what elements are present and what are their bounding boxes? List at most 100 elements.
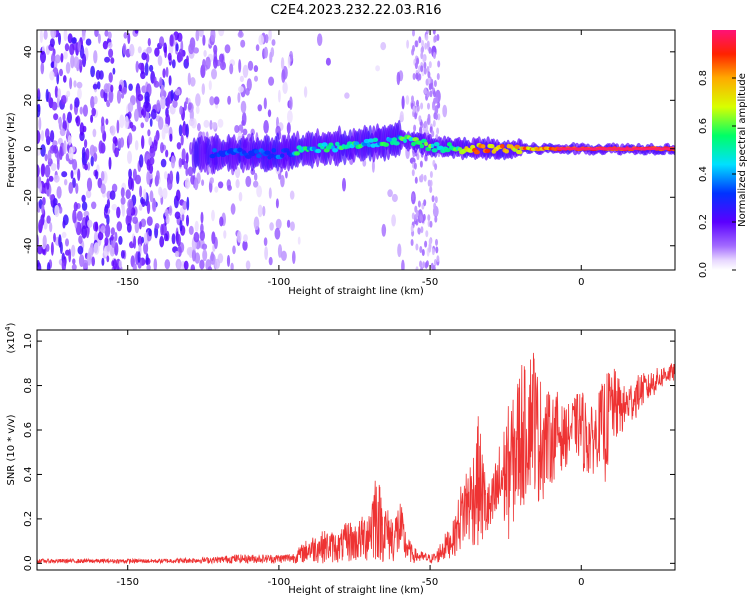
noise-blob	[104, 237, 109, 246]
noise-blob	[432, 265, 436, 270]
noise-blob	[415, 243, 419, 251]
noise-blob	[263, 46, 268, 59]
noise-blob	[267, 109, 272, 118]
noise-blob	[107, 42, 113, 49]
noise-blob	[191, 248, 197, 262]
noise-blob	[56, 186, 62, 199]
noise-blob	[61, 171, 68, 178]
noise-blob	[211, 209, 215, 222]
noise-blob	[211, 232, 215, 243]
x-tick-label: -100	[268, 577, 291, 588]
noise-blob	[163, 42, 168, 53]
noise-blob	[40, 130, 45, 142]
ridge-core	[393, 141, 400, 146]
noise-blob	[255, 44, 260, 52]
noise-blob	[436, 73, 440, 80]
noise-blob	[60, 53, 64, 63]
noise-blob	[43, 220, 48, 230]
noise-blob	[195, 93, 201, 107]
noise-blob	[277, 244, 283, 258]
noise-blob	[245, 260, 251, 270]
noise-blob	[140, 122, 145, 129]
noise-blob	[437, 113, 441, 121]
noise-blob	[82, 259, 89, 269]
noise-blob	[95, 169, 99, 180]
noise-blob	[37, 262, 42, 270]
noise-blob	[172, 99, 178, 109]
noise-blob	[219, 216, 224, 227]
noise-blob	[93, 50, 98, 64]
noise-blob	[193, 47, 200, 54]
noise-blob	[219, 53, 224, 63]
snr-x-label: Height of straight line (km)	[288, 585, 424, 596]
noise-blob	[160, 223, 164, 236]
noise-blob	[128, 132, 133, 145]
ridge-core	[332, 148, 339, 153]
noise-blob	[139, 221, 142, 230]
noise-blob	[128, 83, 133, 91]
noise-blob	[101, 116, 105, 127]
noise-blob	[148, 163, 154, 174]
snr-scale-suffix: )	[6, 322, 17, 326]
noise-blob	[170, 155, 176, 169]
y-tick-label: 0.8	[23, 378, 34, 394]
noise-blob	[414, 176, 418, 184]
noise-blob	[46, 262, 51, 270]
noise-blob	[410, 225, 414, 232]
noise-blob	[46, 215, 51, 224]
ridge-core	[430, 143, 435, 148]
noise-blob	[72, 209, 77, 224]
noise-blob	[71, 244, 76, 257]
noise-blob	[49, 194, 55, 201]
noise-blob	[214, 258, 221, 269]
noise-blob	[434, 163, 438, 171]
noise-blob	[90, 96, 95, 109]
noise-blob	[242, 240, 248, 251]
noise-blob	[38, 219, 44, 232]
noise-blob	[422, 261, 426, 269]
noise-blob	[65, 153, 70, 162]
noise-blob	[141, 52, 147, 61]
noise-blob	[73, 56, 80, 69]
noise-blob	[269, 222, 274, 231]
noise-blob	[49, 70, 55, 81]
noise-blob	[174, 211, 181, 220]
noise-blob	[110, 84, 114, 93]
colorbar: 0.0 0.2 0.4 0.6 0.8 Normalized spectral ampl…	[698, 30, 748, 278]
noise-blob	[123, 32, 128, 39]
noise-blob	[429, 90, 433, 98]
noise-blob	[271, 39, 276, 46]
noise-blob	[209, 119, 213, 131]
noise-blob	[100, 122, 105, 135]
noise-blob	[77, 88, 82, 100]
noise-blob	[146, 46, 152, 54]
ridge-core	[403, 138, 407, 143]
noise-blob	[157, 116, 164, 130]
noise-blob	[141, 198, 146, 207]
noise-blob	[103, 83, 110, 94]
spectrogram-heatmap	[37, 30, 675, 270]
noise-blob	[434, 196, 438, 204]
ridge-core	[367, 138, 375, 143]
spectrogram-x-label: Height of straight line (km)	[288, 286, 424, 297]
noise-blob	[424, 42, 428, 50]
noise-blob	[401, 259, 405, 270]
noise-blob	[242, 128, 248, 136]
noise-blob	[139, 154, 144, 168]
noise-blob	[418, 73, 422, 81]
noise-blob	[428, 238, 432, 246]
colorbar-tick-label: 0.2	[698, 214, 709, 230]
snr-series	[37, 352, 675, 565]
noise-blob	[133, 235, 137, 249]
noise-blob	[73, 80, 77, 88]
ridge-core	[335, 141, 340, 147]
noise-blob	[246, 78, 252, 91]
noise-blob	[100, 183, 106, 194]
spectrogram-panel: -150 -100 -50 0 -40 -20 0 20 40 Height of strai…	[6, 29, 676, 297]
noise-blob	[50, 30, 57, 39]
noise-blob	[183, 101, 187, 111]
noise-blob	[91, 107, 96, 117]
noise-blob	[100, 170, 105, 182]
ridge-core	[481, 144, 486, 149]
noise-blob	[95, 221, 99, 232]
